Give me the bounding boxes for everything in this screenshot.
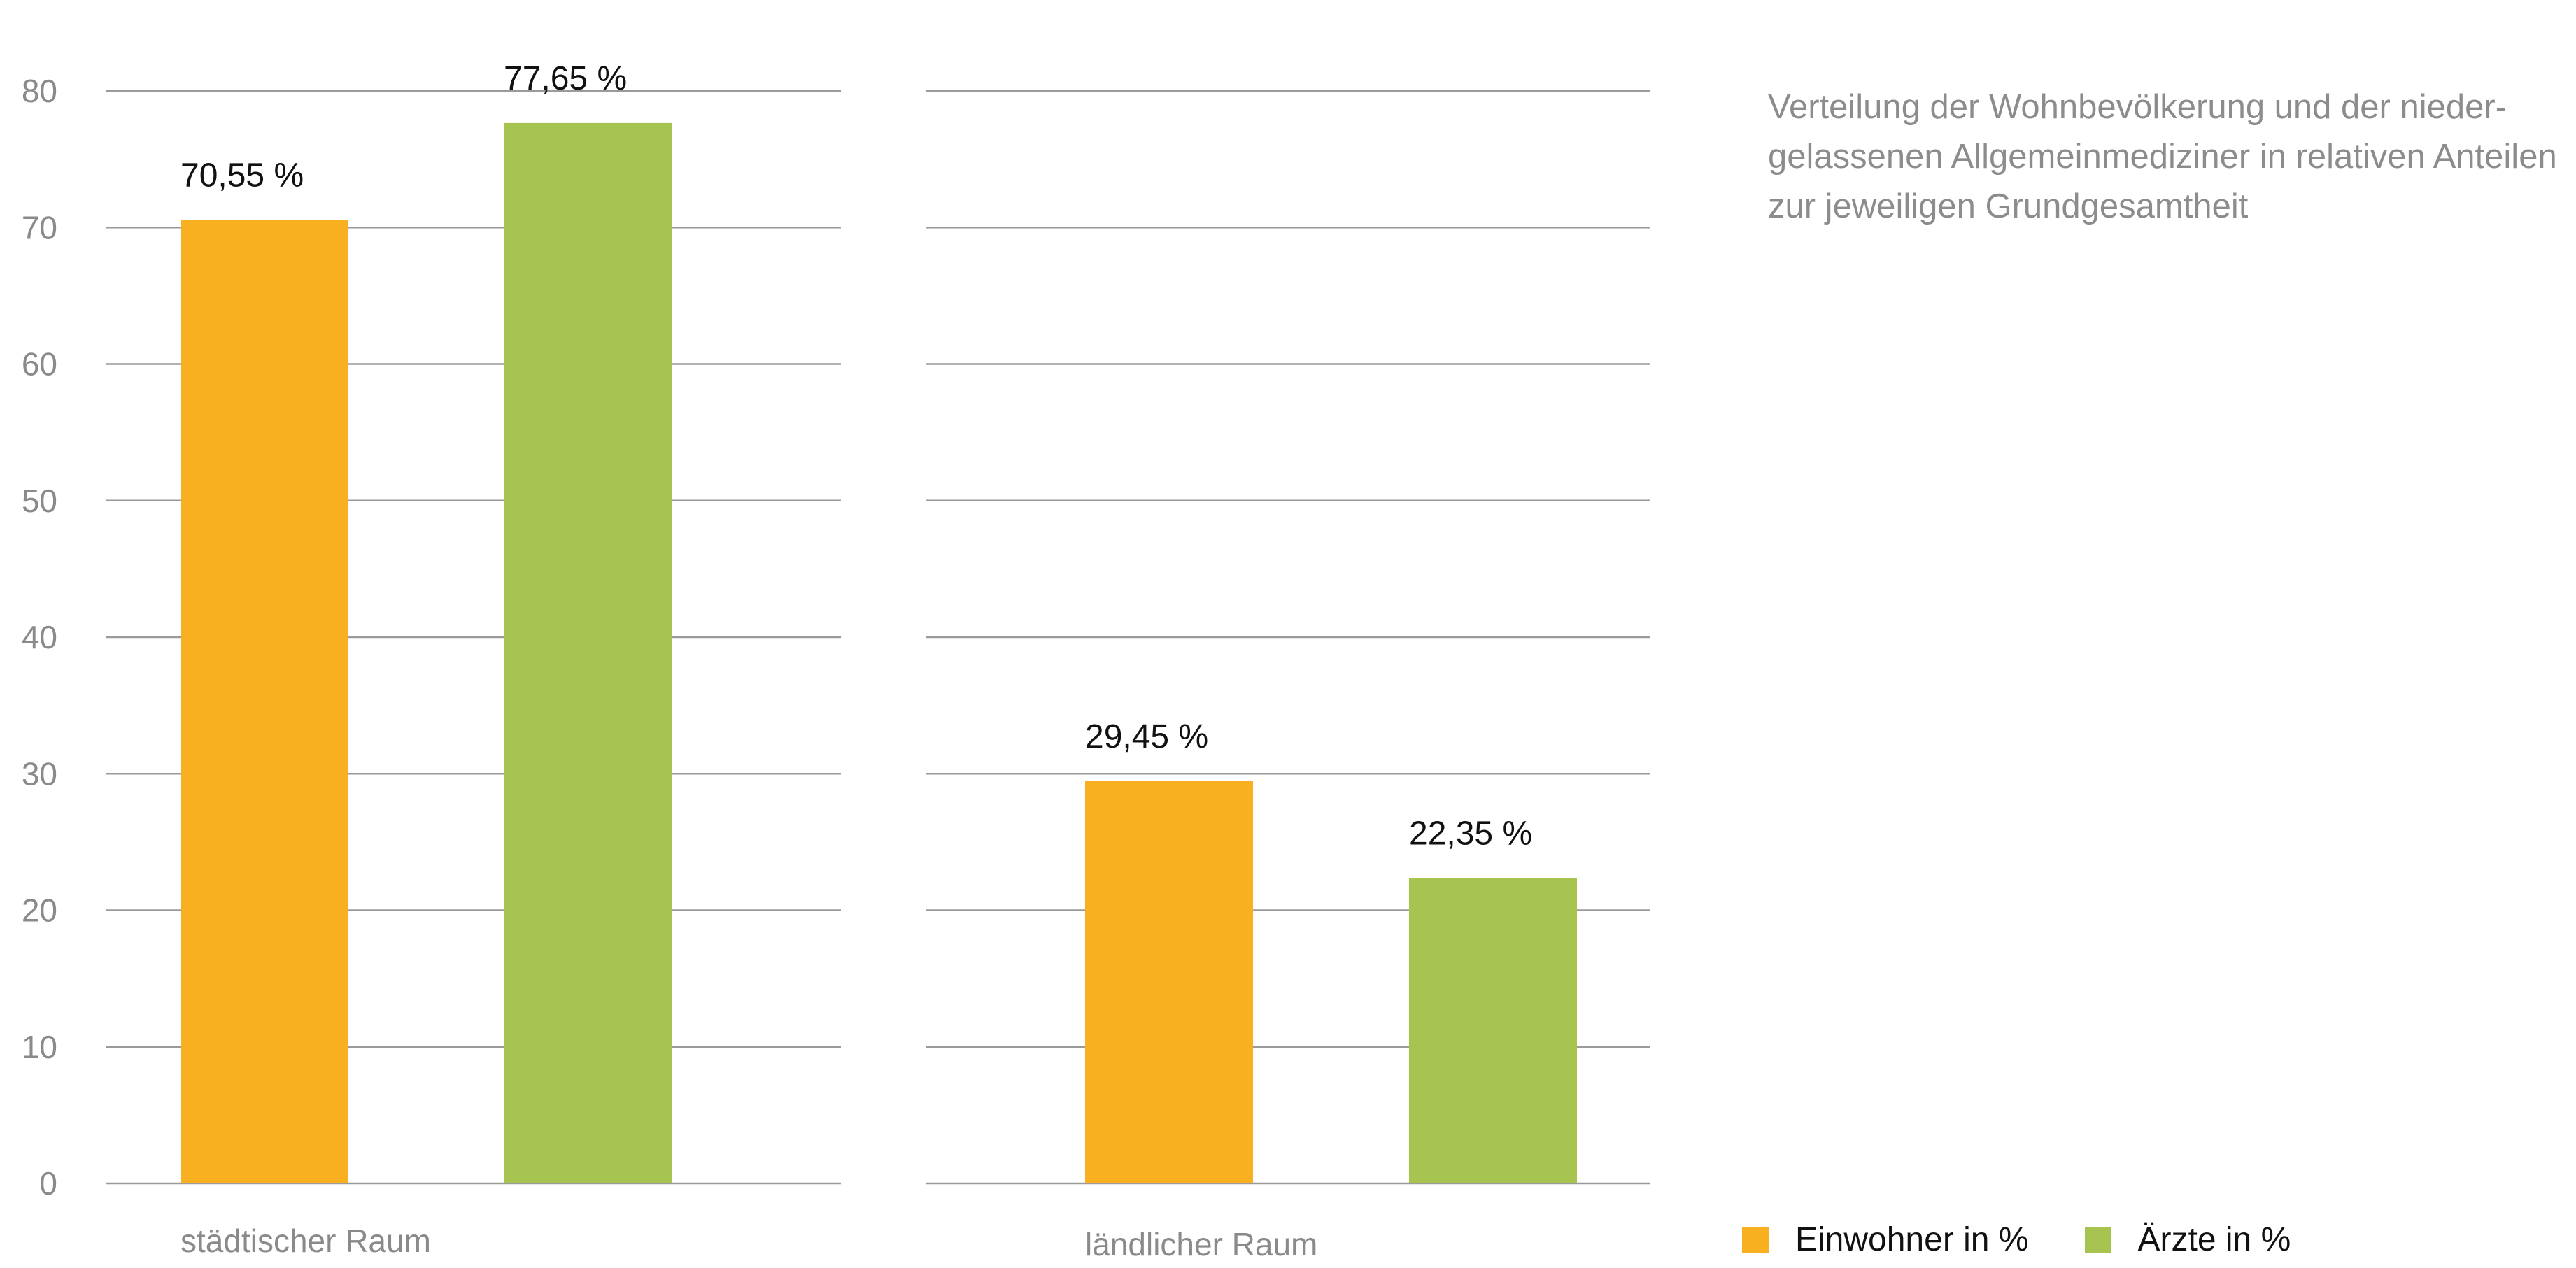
y-tick-label-50: 50 <box>22 483 57 519</box>
legend-label-aerzte: Ärzte in % <box>2137 1221 2291 1258</box>
legend-swatch-aerzte <box>2084 1226 2111 1253</box>
y-tick-label-30: 30 <box>22 755 57 792</box>
y-tick-label-60: 60 <box>22 346 57 383</box>
value-label-einwohner-laendlich: 29,45 % <box>1085 718 1208 755</box>
y-tick-label-70: 70 <box>22 209 57 245</box>
y-tick-label-20: 20 <box>22 892 57 929</box>
bar-aerzte-laendlich <box>1409 878 1577 1183</box>
y-tick-label-10: 10 <box>22 1029 57 1065</box>
y-tick-label-40: 40 <box>22 619 57 655</box>
legend-item-aerzte: Ärzte in % <box>2084 1220 2291 1259</box>
bar-aerzte-staedtisch <box>504 122 672 1183</box>
bar-einwohner-staedtisch <box>181 220 348 1184</box>
category-label-staedtisch: städtischer Raum <box>181 1223 431 1259</box>
legend: Einwohner in % Ärzte in % <box>1742 1220 2347 1259</box>
legend-swatch-einwohner <box>1742 1226 1769 1253</box>
chart-description: Verteilung der Wohnbevölkerung und der n… <box>1768 88 2557 225</box>
y-tick-label-0: 0 <box>39 1165 57 1202</box>
bar-einwohner-laendlich <box>1085 781 1253 1183</box>
legend-label-einwohner: Einwohner in % <box>1795 1221 2029 1258</box>
category-label-laendlich: ländlicher Raum <box>1085 1226 1317 1262</box>
legend-item-einwohner: Einwohner in % <box>1742 1220 2029 1259</box>
value-label-aerzte-staedtisch: 77,65 % <box>504 60 627 97</box>
value-label-einwohner-staedtisch: 70,55 % <box>181 157 304 194</box>
y-tick-label-80: 80 <box>22 73 57 109</box>
value-label-aerzte-laendlich: 22,35 % <box>1409 815 1532 853</box>
